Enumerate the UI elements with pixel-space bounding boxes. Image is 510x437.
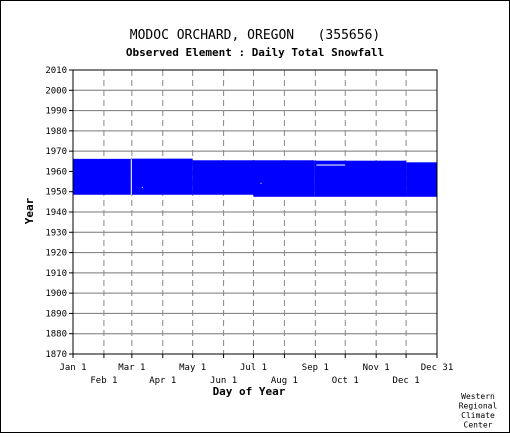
y-tick-label: 1890 [45, 309, 67, 319]
plot-border [72, 69, 438, 355]
y-tick-labels: 1870 1880 1890 1900 1910 1920 1930 1940 1950 1960… [45, 66, 67, 360]
coverage-block [130, 158, 193, 195]
y-tick-label: 2010 [45, 66, 67, 76]
coverage-block [73, 158, 131, 195]
x-tick-label: Nov 1 [363, 363, 390, 373]
x-tick-label: Aug 1 [271, 376, 298, 386]
x-tick-label: Jun 1 [210, 376, 237, 386]
coverage-block [314, 160, 407, 197]
chart-subtitle: Observed Element : Daily Total Snowfall [126, 46, 384, 59]
chart-title: MODOC ORCHARD, OREGON (355656) [130, 28, 380, 43]
y-tick-label: 1980 [45, 127, 67, 137]
y-tick-label: 1910 [45, 269, 67, 279]
coverage-block [253, 160, 315, 197]
credit-line: Western [461, 392, 495, 401]
x-tick-label: Jul 1 [240, 363, 267, 373]
coverage-block [192, 160, 254, 195]
x-tick-label: Dec 1 [393, 376, 420, 386]
y-tick-label: 1870 [45, 350, 67, 360]
x-tick-label: Oct 1 [332, 376, 359, 386]
x-tick-labels: Jan 1 Mar 1 May 1 Jul 1 Sep 1 Nov 1 Dec 31 Feb … [59, 354, 453, 386]
data-layer [73, 158, 437, 197]
x-tick-label: Dec 31 [421, 363, 454, 373]
x-tick-label: May 1 [179, 363, 206, 373]
y-tick-label: 1920 [45, 249, 67, 259]
y-tick-label: 1930 [45, 228, 67, 238]
grid-lines [69, 69, 437, 355]
y-tick-label: 1880 [45, 330, 67, 340]
x-tick-label: Jan 1 [59, 363, 86, 373]
x-tick-label: Sep 1 [302, 363, 329, 373]
missing-data-gap [130, 159, 132, 195]
missing-data-gap [260, 182, 262, 184]
y-tick-label: 1990 [45, 107, 67, 117]
y-tick-label: 2000 [45, 86, 67, 96]
y-tick-label: 1970 [45, 147, 67, 157]
y-axis-title: Year [23, 197, 36, 224]
y-tick-label: 1960 [45, 167, 67, 177]
credit-line: Climate [461, 411, 495, 420]
y-tick-label: 1900 [45, 289, 67, 299]
x-axis-title: Day of Year [213, 385, 286, 398]
y-tick-label: 1950 [45, 188, 67, 198]
x-tick-label: Mar 1 [118, 363, 145, 373]
credit-line: Regional [459, 402, 498, 411]
y-tick-label: 1940 [45, 208, 67, 218]
x-tick-label: Apr 1 [149, 376, 176, 386]
missing-data-gap [316, 164, 346, 166]
credit-line: Center [464, 421, 493, 430]
x-tick-label: Feb 1 [90, 376, 117, 386]
missing-data-gap [141, 186, 143, 188]
coverage-block [406, 162, 437, 197]
